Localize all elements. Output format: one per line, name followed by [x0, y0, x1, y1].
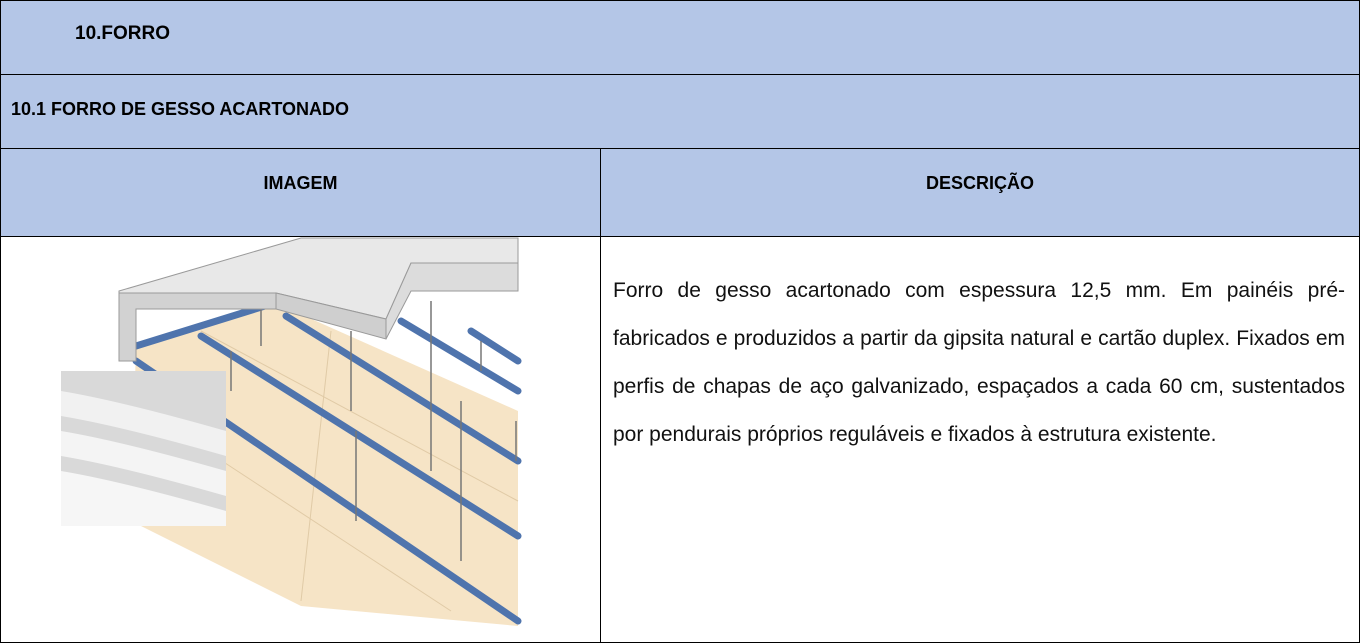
description-text: Forro de gesso acartonado com espessura … [613, 279, 1345, 446]
section-row: 10.FORRO [0, 0, 1360, 74]
subsection-row: 10.1 FORRO DE GESSO ACARTONADO [0, 74, 1360, 148]
header-row: IMAGEM DESCRIÇÃO [0, 148, 1360, 236]
description-cell: Forro de gesso acartonado com espessura … [601, 237, 1359, 642]
column-header: DESCRIÇÃO [925, 173, 1034, 193]
image-cell [1, 237, 601, 642]
section-title: 10.FORRO [75, 23, 171, 44]
subsection-title: 10.1 FORRO DE GESSO ACARTONADO [11, 99, 350, 119]
content-row: Forro de gesso acartonado com espessura … [0, 236, 1360, 643]
ceiling-illustration [61, 237, 522, 626]
column-header: IMAGEM [1, 149, 601, 236]
